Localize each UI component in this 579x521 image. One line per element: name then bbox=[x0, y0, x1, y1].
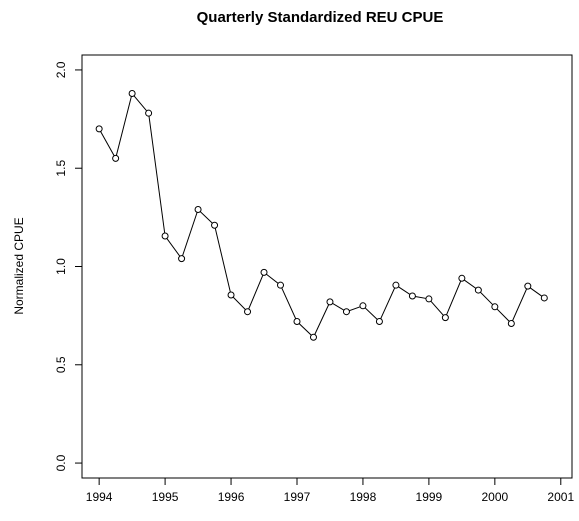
data-point bbox=[342, 308, 350, 316]
data-point bbox=[244, 308, 252, 316]
x-tick-label: 1997 bbox=[284, 490, 311, 504]
data-point bbox=[326, 298, 334, 306]
data-point bbox=[359, 302, 367, 310]
y-axis-label: Normalized CPUE bbox=[12, 217, 26, 314]
data-point bbox=[408, 292, 416, 300]
data-point bbox=[95, 125, 103, 133]
data-point bbox=[128, 90, 136, 98]
data-point bbox=[474, 286, 482, 294]
data-point bbox=[540, 294, 548, 302]
series-line bbox=[98, 92, 545, 339]
data-point bbox=[194, 205, 202, 213]
data-point bbox=[227, 291, 235, 299]
data-point bbox=[425, 295, 433, 303]
data-point bbox=[309, 333, 317, 341]
x-tick-label: 1994 bbox=[86, 490, 113, 504]
data-point bbox=[260, 268, 268, 276]
data-point bbox=[392, 281, 400, 289]
y-tick-label: 2.0 bbox=[54, 61, 68, 78]
data-point bbox=[211, 221, 219, 229]
x-tick-label: 1995 bbox=[152, 490, 179, 504]
x-tick-label: 2001 bbox=[547, 490, 574, 504]
y-tick-label: 1.0 bbox=[54, 258, 68, 275]
data-point bbox=[458, 274, 466, 282]
data-point bbox=[491, 303, 499, 311]
y-tick-label: 0.0 bbox=[54, 454, 68, 471]
data-point bbox=[145, 109, 153, 117]
x-tick-label: 1998 bbox=[350, 490, 377, 504]
data-point bbox=[524, 282, 532, 290]
data-point bbox=[178, 255, 186, 263]
data-point bbox=[441, 314, 449, 322]
data-point bbox=[293, 318, 301, 326]
x-tick-label: 1996 bbox=[218, 490, 245, 504]
chart-title: Quarterly Standardized REU CPUE bbox=[197, 9, 444, 26]
y-tick-label: 0.5 bbox=[54, 356, 68, 373]
x-tick-label: 2000 bbox=[481, 490, 508, 504]
data-point bbox=[507, 320, 515, 328]
data-point bbox=[277, 281, 285, 289]
x-tick-label: 1999 bbox=[416, 490, 443, 504]
data-point bbox=[161, 232, 169, 240]
data-point bbox=[112, 154, 120, 162]
y-tick-label: 1.5 bbox=[54, 160, 68, 177]
data-point bbox=[375, 318, 383, 326]
